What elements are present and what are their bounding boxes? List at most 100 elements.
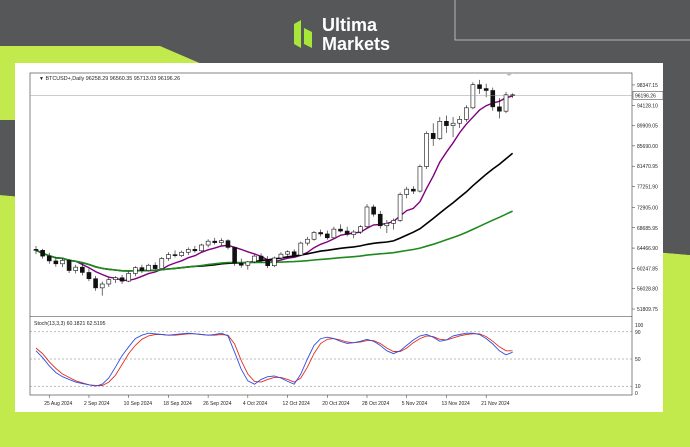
candle: [113, 276, 118, 284]
x-tick-label: 20 Oct 2024: [322, 401, 349, 407]
stoch-tick-label: 100: [635, 323, 644, 329]
candle: [377, 210, 383, 229]
y-tick-label: 56028.80: [637, 287, 658, 293]
x-tick-label: 28 Oct 2024: [362, 401, 389, 407]
candle: [411, 186, 416, 194]
brand-name-line1: Ultima: [322, 15, 378, 35]
x-tick-label: 12 Oct 2024: [283, 401, 310, 407]
stoch-tick-label: 10: [635, 384, 641, 390]
candle: [33, 245, 39, 255]
candle: [93, 275, 98, 291]
candle: [463, 105, 469, 122]
x-tick-label: 5 Nov 2024: [402, 401, 428, 407]
candle: [483, 83, 489, 98]
candle: [219, 238, 224, 246]
candle: [258, 253, 264, 263]
y-tick-label: 77251.90: [637, 185, 658, 191]
ohlc-label: 96258.29 96560.35 95713.03 96196.26: [85, 76, 181, 82]
y-tick-label: 89909.05: [637, 124, 658, 130]
candle: [172, 250, 178, 258]
candle: [444, 115, 449, 133]
candle: [252, 254, 257, 264]
x-tick-label: 18 Sep 2024: [163, 401, 192, 407]
candle: [192, 245, 198, 253]
symbol-label: BTCUSD+,Daily: [45, 76, 85, 82]
candle: [159, 257, 165, 270]
candle: [450, 116, 456, 138]
current-price-label: 96196.26: [635, 93, 656, 99]
candle: [311, 231, 317, 241]
candle: [53, 257, 59, 267]
current-price-box: [632, 91, 663, 100]
y-tick-label: 68685.95: [637, 226, 658, 232]
candle: [60, 258, 65, 268]
y-tick-label: 98347.15: [637, 83, 658, 89]
candle: [66, 258, 72, 273]
stoch-main-line: [35, 332, 513, 387]
candle: [272, 256, 277, 268]
x-tick-label: 13 Nov 2024: [441, 401, 470, 407]
price-chart: 98347.15 94128.10 89909.05 85690.00 81470.95…: [29, 72, 663, 407]
candle: [351, 230, 357, 239]
candle: [285, 250, 290, 257]
y-tick-label: 81470.95: [637, 164, 658, 170]
y-tick-label: 64466.90: [637, 246, 658, 252]
stoch-signal-line: [35, 333, 513, 386]
candle: [205, 239, 211, 248]
stoch-title: Stoch(13,3,3) 60.1821 62.5195: [34, 321, 106, 327]
candle: [324, 230, 330, 240]
candle: [265, 256, 270, 269]
candle: [384, 219, 390, 233]
chart-panel: 98347.15 94128.10 89909.05 85690.00 81470.95…: [15, 63, 663, 412]
candle: [358, 225, 363, 234]
candle: [139, 264, 145, 273]
ultima-logo-icon: [294, 20, 312, 48]
candle: [46, 252, 52, 264]
candle: [470, 82, 476, 110]
candle: [152, 262, 158, 271]
candle: [278, 252, 284, 260]
stoch-tick-label: 90: [635, 330, 641, 336]
candle: [126, 271, 131, 283]
candle: [437, 116, 443, 141]
candle: [424, 131, 429, 169]
candle: [212, 237, 218, 245]
candle: [397, 192, 403, 222]
candle: [417, 164, 423, 193]
chart-header: ▼ BTCUSD+,Daily 96258.29 96560.35 95713.…: [39, 76, 181, 82]
chart-shift-marker: [505, 73, 513, 76]
candle: [430, 123, 436, 146]
candle: [179, 250, 184, 258]
candle: [133, 266, 138, 277]
candle: [497, 98, 502, 119]
candle: [490, 87, 496, 111]
candle: [166, 252, 171, 261]
candle: [457, 115, 462, 129]
candle: [318, 229, 323, 237]
y-tick-label: 94128.10: [637, 103, 658, 109]
candle: [199, 243, 204, 252]
candle: [80, 263, 85, 276]
candle: [232, 246, 237, 266]
candle: [86, 268, 92, 282]
x-tick-label: 21 Nov 2024: [481, 401, 510, 407]
x-tick-label: 10 Sep 2024: [124, 401, 153, 407]
candle: [364, 204, 370, 229]
candle: [404, 186, 410, 199]
stoch-tick-label: 50: [635, 357, 641, 363]
candle: [371, 204, 376, 217]
y-tick-label: 85690.00: [637, 144, 658, 150]
y-tick-label: 60247.85: [637, 266, 658, 272]
candle: [477, 79, 482, 94]
brand-name-line2: Markets: [322, 34, 391, 54]
candle: [338, 224, 343, 233]
candle: [185, 247, 191, 256]
series-ma-mid: [35, 152, 514, 272]
candle: [225, 239, 231, 250]
candle: [40, 248, 45, 259]
candle: [119, 274, 125, 285]
candle: [344, 226, 350, 237]
x-tick-label: 4 Oct 2024: [243, 401, 268, 407]
candle: [73, 264, 79, 274]
candle: [106, 277, 112, 287]
